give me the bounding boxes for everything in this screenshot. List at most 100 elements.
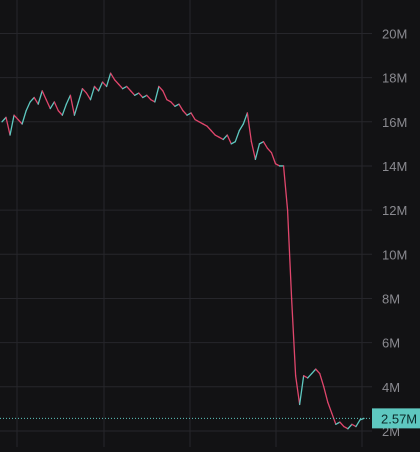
price-segment: [343, 425, 349, 430]
price-segment: [41, 90, 47, 101]
price-segment: [126, 85, 132, 92]
price-segment: [194, 118, 200, 123]
price-segment: [158, 85, 164, 92]
price-segment: [218, 136, 224, 141]
price-segment: [73, 101, 80, 116]
price-segment: [13, 114, 19, 121]
price-segment: [9, 114, 15, 136]
price-segment: [53, 101, 59, 112]
y-tick-label: 14M: [382, 159, 407, 174]
last-price-label: 2.57M: [381, 411, 417, 426]
y-tick-label: 12M: [382, 203, 407, 218]
price-segment: [311, 368, 317, 375]
price-segment: [206, 125, 212, 132]
last-price-marker: 2.57M: [0, 408, 420, 429]
y-tick-label: 4M: [382, 380, 400, 395]
y-tick-label: 8M: [382, 291, 400, 306]
price-segment: [33, 96, 39, 105]
price-segment: [270, 152, 277, 165]
y-tick-label: 10M: [382, 247, 407, 262]
price-segment: [222, 134, 228, 141]
price-segment: [21, 110, 27, 125]
price-segment: [81, 88, 88, 94]
price-segment: [162, 90, 168, 101]
price-segment: [250, 141, 257, 160]
price-segment: [214, 134, 220, 138]
price-segment: [282, 165, 289, 211]
price-segment: [49, 101, 55, 110]
price-segment: [89, 85, 96, 101]
price-segment: [142, 94, 148, 99]
price-segment: [319, 372, 325, 388]
price-segment: [37, 90, 43, 105]
price-segment: [274, 163, 281, 167]
price-segment: [113, 79, 120, 85]
price-segment: [154, 85, 160, 103]
price-segment: [182, 110, 188, 116]
y-tick-label: 18M: [382, 71, 407, 86]
horizontal-gridlines: [0, 32, 372, 432]
price-segment: [290, 297, 297, 377]
price-segment: [294, 375, 301, 406]
price-segment: [69, 94, 76, 116]
price-segment: [170, 101, 176, 107]
price-segment: [298, 375, 305, 406]
price-segment: [286, 209, 293, 300]
price-segment: [307, 372, 313, 379]
price-segment: [178, 103, 184, 112]
price-segment: [262, 141, 269, 149]
price-segment: [93, 85, 100, 92]
price-segment: [97, 81, 104, 92]
price-segment: [146, 94, 152, 101]
y-tick-label: 6M: [382, 336, 400, 351]
price-segment: [29, 96, 35, 103]
price-segment: [254, 143, 261, 160]
price-segment: [105, 72, 112, 88]
price-segment: [101, 81, 108, 88]
price-segment: [246, 112, 253, 143]
price-segment: [226, 134, 232, 145]
price-segment: [266, 147, 273, 154]
price-segment: [85, 92, 92, 101]
price-segment: [351, 423, 357, 428]
price-segment: [234, 129, 240, 143]
price-segment: [77, 88, 84, 103]
plot-area: [1, 72, 365, 430]
price-segment: [130, 90, 136, 96]
price-segment: [198, 121, 204, 125]
y-tick-label: 16M: [382, 115, 407, 130]
price-segment: [5, 116, 11, 136]
price-segment: [238, 123, 244, 132]
price-segment: [65, 94, 72, 105]
price-segment: [355, 419, 361, 428]
price-segment: [186, 112, 192, 116]
vertical-gridlines: [16, 0, 363, 447]
price-segment: [109, 72, 116, 81]
price-segment: [323, 386, 329, 403]
price-segment: [347, 423, 353, 430]
price-segment: [339, 421, 345, 428]
price-segment: [117, 83, 124, 90]
price-segment: [242, 112, 249, 125]
price-segment: [138, 92, 144, 99]
price-segment: [174, 103, 180, 107]
price-segment: [45, 99, 51, 110]
price-segment: [190, 112, 196, 121]
price-segment: [25, 101, 31, 112]
price-segment: [17, 118, 23, 125]
price-segment: [166, 99, 172, 103]
price-segment: [150, 99, 156, 103]
price-segment: [258, 141, 265, 145]
price-segment: [210, 129, 216, 136]
price-segment: [327, 401, 333, 414]
price-segment: [1, 116, 7, 123]
price-segment: [315, 368, 321, 375]
price-segment: [57, 110, 63, 116]
price-segment: [61, 103, 68, 116]
y-tick-label: 20M: [382, 26, 407, 41]
price-segment: [303, 375, 309, 379]
price-segment: [230, 141, 236, 145]
